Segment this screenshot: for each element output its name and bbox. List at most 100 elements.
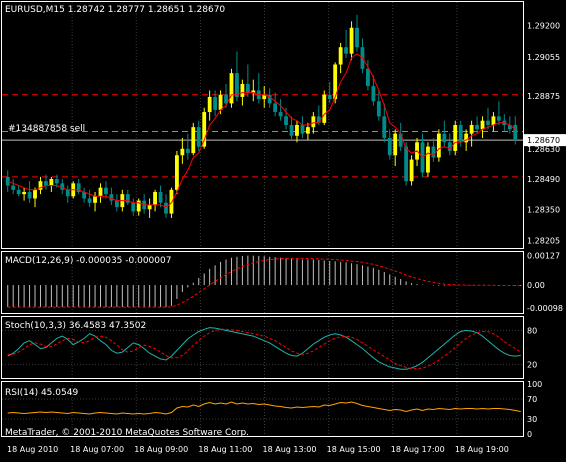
candle-body bbox=[54, 179, 59, 184]
stoch-signal-line bbox=[7, 328, 521, 370]
candle-body bbox=[513, 125, 518, 141]
moving-average-line bbox=[7, 53, 516, 208]
candle-body bbox=[114, 200, 119, 208]
candle-body bbox=[11, 185, 16, 190]
time-tick-label: 18 Aug 11:00 bbox=[198, 445, 252, 454]
price-tick-label: 1.28875 bbox=[527, 92, 560, 101]
candle-body bbox=[305, 127, 310, 134]
candle-body bbox=[447, 142, 452, 151]
candle-body bbox=[65, 189, 70, 197]
candle-body bbox=[507, 125, 512, 130]
candle-body bbox=[49, 179, 54, 186]
rsi-tick-label: 30 bbox=[527, 415, 537, 424]
candle-body bbox=[229, 73, 234, 104]
price-tick-label: 1.29055 bbox=[527, 53, 560, 62]
candle-body bbox=[300, 125, 305, 134]
candle-body bbox=[409, 159, 414, 182]
candle-body bbox=[371, 86, 376, 102]
price-tick-label: 1.28490 bbox=[527, 175, 560, 184]
candle-body bbox=[480, 120, 485, 130]
price-tick-label: 1.29200 bbox=[527, 22, 560, 31]
rsi-tick-label: 100 bbox=[527, 380, 542, 389]
candle-body bbox=[311, 116, 316, 128]
rsi-tick-label: 0 bbox=[527, 430, 532, 439]
candle-body bbox=[469, 125, 474, 134]
price-panel-title: EURUSD,M15 1.28742 1.28777 1.28651 1.286… bbox=[5, 5, 225, 15]
macd-panel-title: MACD(12,26,9) -0.000035 -0.000007 bbox=[5, 256, 171, 266]
price-tick-label: 1.28350 bbox=[527, 205, 560, 214]
candle-body bbox=[464, 133, 469, 143]
time-tick-label: 18 Aug 15:00 bbox=[327, 445, 381, 454]
watermark: MetaTrader, © 2001-2010 MetaQuotes Softw… bbox=[5, 428, 249, 438]
price-axis-labels: 1.29200 1.29055 1.28875 1.28630 1.28490 1.283… bbox=[524, 22, 566, 439]
candle-body bbox=[207, 96, 212, 113]
time-tick-label: 18 Aug 17:00 bbox=[391, 445, 445, 454]
candle-body bbox=[218, 94, 223, 110]
current-price-label: 1.28670 bbox=[527, 136, 560, 145]
stochastic-series bbox=[7, 327, 521, 370]
candle-body bbox=[136, 200, 141, 212]
stoch-panel-title: Stoch(10,3,3) 36.4583 47.3502 bbox=[5, 321, 146, 331]
macd-tick-label: 0.00127 bbox=[527, 252, 560, 261]
candle-body bbox=[235, 73, 239, 97]
candle-body bbox=[251, 90, 256, 93]
macd-tick-label: -0.00098 bbox=[527, 304, 563, 313]
candle-body bbox=[158, 191, 163, 203]
candle-body bbox=[174, 155, 179, 190]
current-price-box bbox=[524, 134, 566, 147]
macd-tick-label: 0.00 bbox=[527, 281, 545, 290]
price-tick-label: 1.28205 bbox=[527, 237, 560, 246]
grid-lines bbox=[71, 2, 458, 436]
candle-body bbox=[349, 27, 354, 54]
time-tick-label: 18 Aug 19:00 bbox=[455, 445, 509, 454]
candle-body bbox=[164, 202, 168, 214]
candle-body bbox=[393, 133, 398, 156]
candle-body bbox=[38, 181, 43, 190]
macd-signal-line bbox=[7, 257, 521, 308]
candle-body bbox=[486, 120, 490, 125]
candle-body bbox=[196, 127, 201, 147]
candle-body bbox=[267, 94, 272, 104]
candle-body bbox=[366, 68, 370, 87]
candle-body bbox=[22, 191, 27, 195]
candle-body bbox=[295, 125, 299, 136]
candle-body bbox=[224, 94, 228, 104]
candle-body bbox=[355, 27, 359, 48]
time-tick-label: 18 Aug 07:00 bbox=[70, 445, 124, 454]
macd-panel-frame bbox=[1, 251, 524, 314]
candle-body bbox=[327, 94, 332, 100]
candle-body bbox=[27, 191, 32, 199]
candle-body bbox=[169, 189, 174, 214]
candle-body bbox=[387, 137, 392, 156]
macd-series bbox=[7, 255, 522, 308]
candle-body bbox=[404, 146, 409, 182]
candle-body bbox=[87, 198, 92, 203]
candle-body bbox=[104, 187, 108, 195]
order-label: #134887858 sell bbox=[8, 124, 85, 134]
candle-body bbox=[278, 112, 283, 117]
candle-body bbox=[453, 125, 458, 151]
time-tick-label: 18 Aug 09:00 bbox=[134, 445, 188, 454]
candle-body bbox=[98, 187, 103, 197]
candle-body bbox=[125, 194, 130, 203]
stoch-tick-label: 20 bbox=[527, 361, 537, 370]
candle-body bbox=[180, 148, 185, 156]
candle-body bbox=[344, 47, 349, 54]
time-axis-labels: 18 Aug 2010 18 Aug 07:00 18 Aug 09:00 18 Au… bbox=[7, 445, 509, 454]
candle-body bbox=[431, 146, 436, 158]
candle-body bbox=[491, 116, 496, 125]
rsi-panel-title: RSI(14) 45.0549 bbox=[5, 388, 78, 398]
rsi-line bbox=[7, 401, 521, 415]
candle-body bbox=[398, 133, 403, 147]
candle-body bbox=[322, 94, 327, 123]
candle-body bbox=[131, 202, 136, 212]
price-tick-label: 1.28630 bbox=[527, 145, 560, 154]
time-tick-label: 18 Aug 13:00 bbox=[263, 445, 317, 454]
candle-body bbox=[458, 125, 463, 143]
candle-body bbox=[376, 101, 381, 117]
candle-body bbox=[245, 83, 250, 93]
candle-body bbox=[16, 189, 21, 195]
candle-body bbox=[153, 191, 157, 205]
